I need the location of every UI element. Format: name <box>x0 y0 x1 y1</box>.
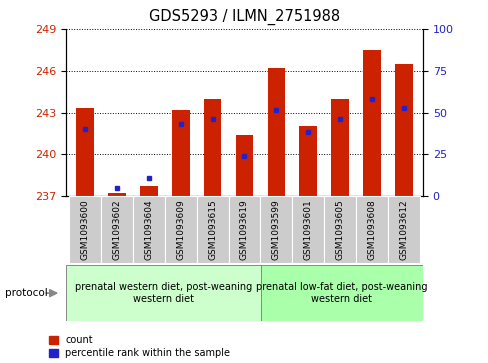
Bar <box>324 196 355 263</box>
Text: GSM1093619: GSM1093619 <box>240 199 248 260</box>
Bar <box>172 110 189 196</box>
Bar <box>292 196 324 263</box>
Text: GSM1093600: GSM1093600 <box>81 199 89 260</box>
Bar <box>69 196 101 263</box>
Legend: count, percentile rank within the sample: count, percentile rank within the sample <box>49 335 230 358</box>
Bar <box>140 186 157 196</box>
Bar <box>133 196 164 263</box>
Bar <box>387 196 419 263</box>
Bar <box>267 68 285 196</box>
Bar <box>331 99 348 196</box>
Bar <box>164 196 196 263</box>
Text: GSM1093599: GSM1093599 <box>271 199 280 260</box>
Text: GDS5293 / ILMN_2751988: GDS5293 / ILMN_2751988 <box>149 9 339 25</box>
Bar <box>355 196 387 263</box>
Bar <box>394 64 412 196</box>
Bar <box>260 265 422 321</box>
Bar <box>235 135 253 196</box>
Text: GSM1093615: GSM1093615 <box>208 199 217 260</box>
Bar <box>101 196 133 263</box>
Text: GSM1093612: GSM1093612 <box>399 199 407 260</box>
Text: prenatal western diet, post-weaning
western diet: prenatal western diet, post-weaning west… <box>75 282 251 304</box>
Text: GSM1093605: GSM1093605 <box>335 199 344 260</box>
Text: prenatal low-fat diet, post-weaning
western diet: prenatal low-fat diet, post-weaning west… <box>256 282 427 304</box>
Bar <box>260 196 292 263</box>
Bar <box>363 50 380 196</box>
Text: protocol: protocol <box>5 288 47 298</box>
Bar <box>76 109 94 196</box>
Text: GSM1093608: GSM1093608 <box>367 199 376 260</box>
Text: GSM1093609: GSM1093609 <box>176 199 185 260</box>
Bar <box>228 196 260 263</box>
Bar <box>108 193 125 196</box>
Bar <box>299 126 316 196</box>
Bar <box>196 196 228 263</box>
Text: GSM1093604: GSM1093604 <box>144 199 153 260</box>
Text: GSM1093602: GSM1093602 <box>112 199 121 260</box>
Text: GSM1093601: GSM1093601 <box>303 199 312 260</box>
Bar <box>66 265 260 321</box>
Bar <box>203 99 221 196</box>
